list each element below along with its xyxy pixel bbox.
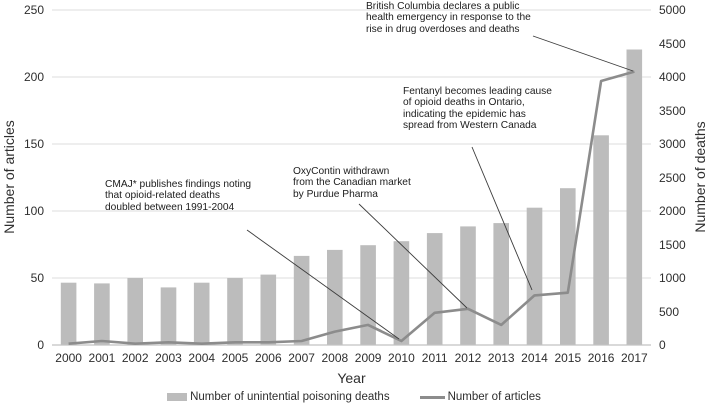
bar-2003 [160,287,177,345]
annotation-line: health emergency in response to the [366,12,531,24]
x-axis-title: Year [337,370,366,386]
x-tick-2009: 2009 [354,351,382,365]
x-tick-2008: 2008 [321,351,349,365]
legend-item-articles: Number of articles [419,391,541,403]
right-tick-4500: 4500 [659,36,686,51]
left-tick-200: 200 [23,70,44,84]
annotation-line: British Columbia declares a public [366,1,520,12]
annotation-oxycontin: OxyContin withdrawn from the Canadian mar… [293,166,411,200]
left-tick-250: 250 [23,3,44,17]
legend-label-deaths: Number of unintential poisoning deaths [190,391,390,403]
x-tick-2005: 2005 [221,351,249,365]
bar-2000 [60,282,77,345]
x-tick-2011: 2011 [421,351,448,365]
x-tick-2015: 2015 [554,351,582,365]
right-tick-1000: 1000 [659,271,686,285]
annotation-line: OxyContin withdrawn [293,166,390,177]
annotation-line: by Purdue Pharma [293,188,378,200]
annotation-line: from the Canadian market [293,177,411,189]
bar-2005 [227,278,243,345]
bar-2013 [493,223,509,345]
bar-2006 [260,274,277,345]
annotation-line: Fentanyl becomes leading cause [403,86,552,97]
articles-line [68,70,635,346]
right-tick-5000: 5000 [659,3,686,17]
x-tick-2017: 2017 [621,351,648,365]
right-axis-title: Number of deaths [692,121,708,233]
bar-2017 [626,49,643,345]
bar-2001 [94,283,110,345]
bar-2015 [560,188,576,345]
bar-2011 [426,233,443,345]
left-tick-150: 150 [23,137,44,151]
x-tick-2016: 2016 [587,351,615,365]
annotation-line: doubled between 1991-2004 [105,201,235,213]
x-tick-2007: 2007 [288,351,315,365]
x-tick-2000: 2000 [55,351,82,365]
right-tick-1500: 1500 [659,237,686,252]
x-tick-2001: 2001 [88,351,116,365]
bar-2016 [593,135,609,345]
x-tick-2002: 2002 [121,351,149,365]
right-tick-2000: 2000 [659,204,686,218]
legend-label-articles: Number of articles [447,391,541,403]
left-tick-100: 100 [23,204,44,218]
bar-swatch-icon [167,393,188,401]
bar-2007 [293,255,310,345]
bar-2008 [327,249,343,345]
annotation-line: rise in drug overdoses and deaths [366,23,520,35]
bar-2004 [193,282,210,345]
x-tick-2010: 2010 [388,351,415,365]
annotation-bc: British Columbia declares a public health… [366,1,531,35]
right-tick-0: 0 [659,338,666,352]
leader-line-oxycontin [358,203,468,309]
left-tick-0: 0 [37,338,44,352]
leader-line-fentanyl [471,146,533,291]
legend: Number of unintential poisoning deaths N… [0,391,708,403]
right-tick-3500: 3500 [659,103,686,118]
right-tick-500: 500 [659,304,680,319]
x-tick-2013: 2013 [487,351,515,365]
annotation-line: spread from Western Canada [403,119,537,131]
bar-2012 [460,226,476,345]
x-tick-2006: 2006 [254,351,282,365]
x-tick-2012: 2012 [454,351,482,365]
annotation-line: that opioid-related deaths [105,190,220,202]
right-tick-4000: 4000 [659,70,686,84]
right-tick-3000: 3000 [659,137,686,151]
annotation-line: of opioid deaths in Ontario, [403,97,525,109]
annotation-line: CMAJ* publishes findings noting [105,179,252,190]
annotation-fentanyl: Fentanyl becomes leading cause of opioid … [403,86,552,131]
annotation-cmaj: CMAJ* publishes findings noting that opio… [105,179,251,213]
bar-2002 [127,278,143,345]
bar-2014 [526,207,543,345]
bar-2010 [393,241,410,345]
legend-item-deaths: Number of unintential poisoning deaths [167,391,390,403]
leader-line-cmaj [246,229,400,340]
x-tick-2004: 2004 [188,351,216,365]
left-axis-title: Number of articles [1,120,17,234]
bar-2009 [360,245,376,345]
x-tick-2003: 2003 [155,351,182,365]
right-tick-2500: 2500 [659,170,686,185]
annotation-line: indicating the epidemic has [403,108,526,120]
leader-line-bc [532,35,634,72]
x-tick-2014: 2014 [521,351,548,365]
left-tick-50: 50 [30,271,44,285]
line-swatch-icon [419,395,445,399]
